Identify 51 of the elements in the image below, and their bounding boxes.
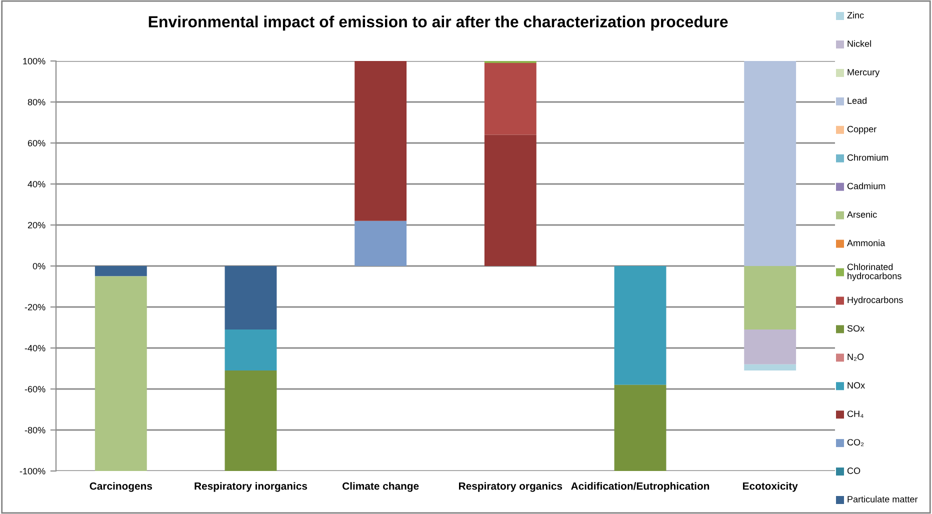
bar: [354, 220, 407, 266]
chart-title: Environmental impact of emission to air after the characterization procedure: [148, 16, 728, 31]
bar: [484, 63, 536, 135]
bar: [224, 266, 277, 330]
legend-label: Lead: [848, 97, 866, 104]
legend-label: CO₂: [847, 439, 864, 446]
bar: [744, 364, 796, 371]
y-tick-label: 20%: [28, 222, 46, 228]
legend-label: Cadmium: [847, 182, 886, 190]
legend-label: Copper: [847, 126, 876, 134]
bar: [94, 266, 147, 276]
bar: [94, 276, 147, 471]
x-tick-label: Acidification/Eutrophication: [571, 482, 710, 492]
bar: [614, 266, 666, 385]
y-tick-label: 100%: [23, 58, 46, 64]
x-tick-label: Ecotoxicity: [742, 482, 798, 492]
legend-label: CO: [847, 468, 860, 474]
legend-label: Chromium: [847, 154, 888, 161]
legend-label: SOx: [847, 325, 864, 332]
legend-label: Nickel: [848, 40, 871, 47]
y-tick-label: 40%: [28, 180, 46, 188]
x-tick-label: Respiratory inorganics: [194, 482, 308, 492]
legend-label: Zinc: [847, 12, 864, 18]
x-tick-label: Carcinogens: [90, 482, 152, 492]
bar: [354, 61, 407, 221]
x-tick-label: Respiratory organics: [459, 482, 562, 492]
bar: [614, 384, 666, 471]
y-tick-label: 80%: [28, 98, 46, 106]
bar: [484, 134, 536, 266]
bar: [224, 370, 277, 471]
legend-label: Particulate matter: [848, 496, 918, 502]
y-tick-label: 60%: [28, 140, 46, 146]
legend-label: Chlorinated hydrocarbons: [847, 263, 902, 281]
bar: [744, 266, 796, 330]
legend-label: Arsenic: [847, 211, 877, 218]
legend-label: N₂O: [848, 354, 864, 361]
y-tick-label: -40%: [24, 344, 46, 352]
x-tick-label: Climate change: [342, 482, 419, 492]
legend-label: Hydrocarbons: [848, 296, 903, 305]
bar: [224, 330, 277, 371]
y-tick-label: -100%: [20, 468, 46, 474]
y-tick-label: -80%: [24, 426, 46, 434]
legend-label: NOx: [848, 382, 865, 389]
legend-label: CH₄: [847, 410, 864, 418]
y-tick-label: 0%: [32, 262, 46, 270]
legend-label: Mercury: [848, 69, 880, 78]
y-tick-label: -60%: [24, 386, 46, 392]
y-tick-label: -20%: [24, 304, 46, 310]
legend-label: Ammonia: [847, 240, 886, 246]
bar: [744, 61, 796, 266]
bar: [744, 330, 796, 364]
